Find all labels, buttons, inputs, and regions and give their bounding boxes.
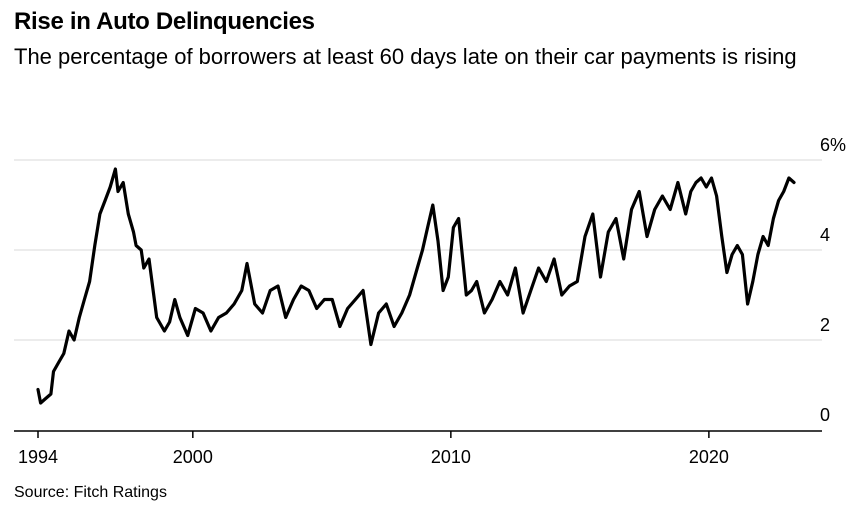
- y-tick-label: 2: [820, 315, 830, 335]
- x-tick-label: 1994: [18, 447, 58, 467]
- x-axis-ticks: 1994 2000 2010 2020: [18, 431, 729, 467]
- y-tick-label: 4: [820, 225, 830, 245]
- y-tick-label: 0: [820, 405, 830, 425]
- gridlines: [14, 159, 822, 341]
- chart-subtitle: The percentage of borrowers at least 60 …: [14, 44, 797, 69]
- x-tick-label: 2000: [173, 447, 213, 467]
- x-tick-label: 2020: [689, 447, 729, 467]
- chart-title: Rise in Auto Delinquencies: [14, 8, 315, 35]
- x-tick-label: 2010: [431, 447, 471, 467]
- y-tick-label: 6%: [820, 135, 846, 155]
- series-line-delinquency: [36, 167, 796, 405]
- source-note: Source: Fitch Ratings: [14, 484, 167, 501]
- y-axis-ticks: 6% 4 2 0: [820, 135, 846, 425]
